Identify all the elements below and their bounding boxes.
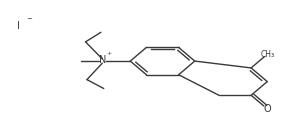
Text: CH₃: CH₃	[261, 50, 275, 59]
Text: O: O	[263, 104, 271, 114]
Text: N: N	[99, 55, 106, 65]
Text: −: −	[26, 16, 32, 22]
Text: I: I	[17, 21, 20, 31]
Text: +: +	[107, 51, 112, 56]
